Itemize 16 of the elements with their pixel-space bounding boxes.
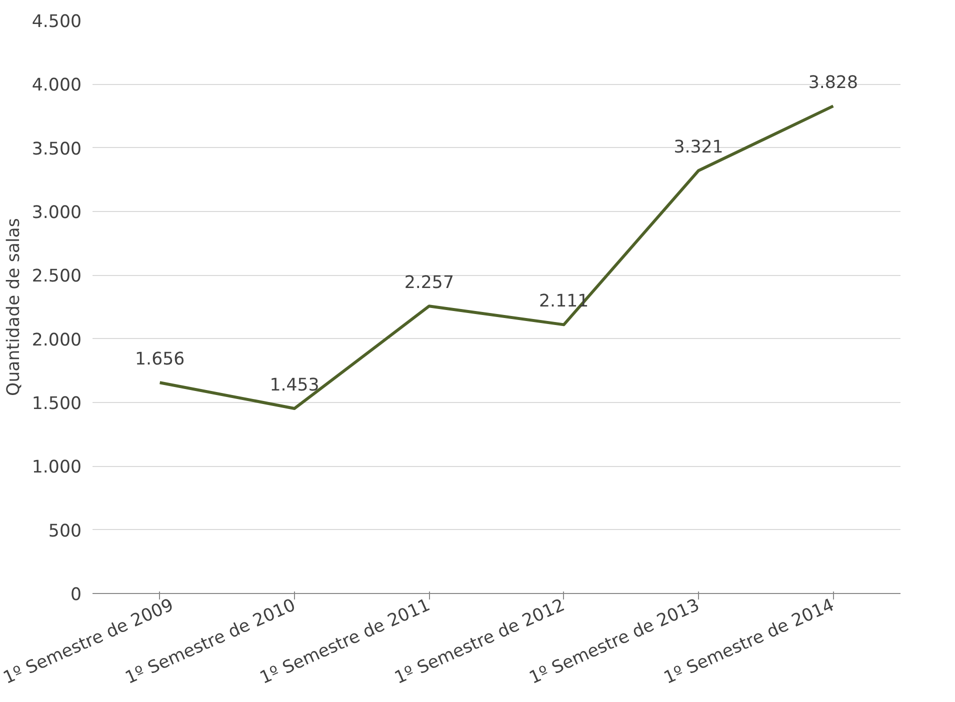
- y-axis-title: Quantidade de salas: [4, 218, 24, 396]
- text: 3.321: [674, 138, 724, 158]
- y-tick-label: 2.000: [32, 330, 82, 350]
- y-tick-label: 3.000: [32, 203, 82, 223]
- y-tick-label: 500: [48, 521, 82, 542]
- y-tick-label: 1.000: [32, 458, 82, 478]
- text: 1.656: [135, 350, 185, 370]
- text: 2.257: [404, 273, 454, 294]
- y-tick-label: 4.000: [32, 76, 82, 96]
- text: 3.828: [808, 73, 858, 94]
- y-tick-label: 1.500: [32, 394, 82, 414]
- y-tick-label: 3.500: [32, 139, 82, 160]
- y-tick-label: 0: [70, 585, 82, 605]
- y-tick-label: 2.500: [32, 266, 82, 287]
- text: 1.453: [270, 375, 320, 396]
- y-tick-label: 4.500: [32, 12, 82, 32]
